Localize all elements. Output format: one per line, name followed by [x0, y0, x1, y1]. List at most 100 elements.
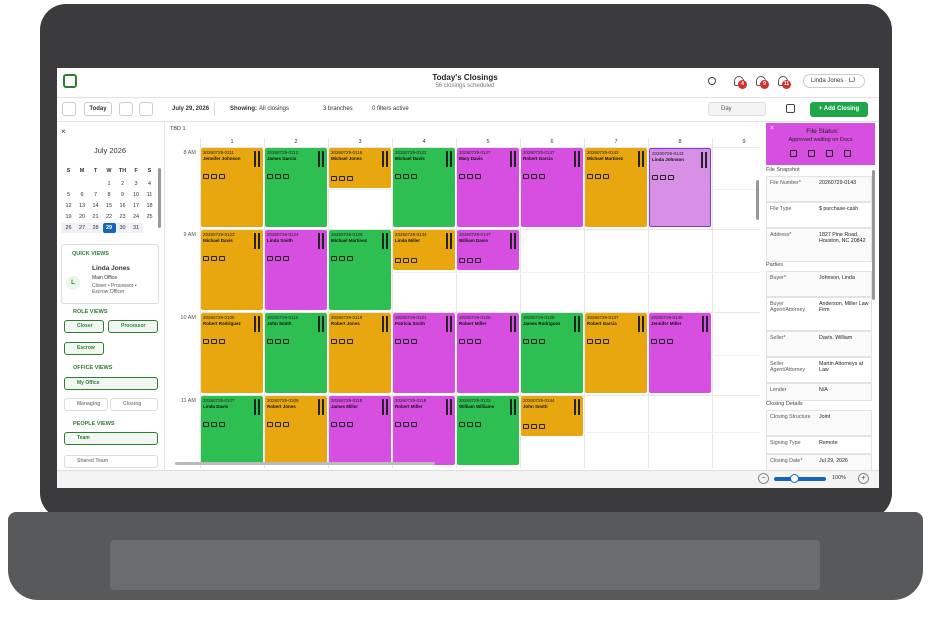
status-icon[interactable] [826, 150, 833, 157]
status-icon[interactable] [808, 150, 815, 157]
branches[interactable]: 3 branches [323, 106, 353, 112]
calendar-day[interactable]: 31 [129, 223, 143, 233]
tbd-chip[interactable]: TBD 1 [170, 126, 186, 132]
status-icon[interactable] [844, 150, 851, 157]
search-icon[interactable] [708, 77, 716, 85]
closing-card[interactable]: 20260729-0133 William Williams [457, 396, 519, 465]
refresh-button[interactable] [62, 102, 76, 116]
closing-card[interactable]: 20260729-0126 Robert Miller [457, 313, 519, 393]
calendar-day[interactable]: 30 [116, 223, 129, 233]
view-button[interactable]: Escrow [64, 342, 104, 355]
calendar-day[interactable]: 29 [102, 223, 116, 233]
zoom-in[interactable]: + [858, 473, 869, 484]
calendar-day[interactable]: 11 [146, 192, 153, 198]
calendar-day[interactable]: 6 [80, 192, 84, 198]
closing-card[interactable]: 20260729-0127 Mary Davis [457, 148, 519, 227]
closing-card[interactable]: 20260729-0105 Robert Rodriguez [201, 313, 263, 393]
closing-card[interactable]: 20260729-0112 James Garcia [265, 148, 327, 227]
closing-card[interactable]: 20260729-0143 Linda Johnson [649, 148, 711, 227]
logo[interactable] [63, 74, 77, 88]
status-icon[interactable] [790, 150, 797, 157]
closing-card[interactable]: 20260729-0137 Robert Garcia [585, 313, 647, 393]
next-button[interactable] [139, 102, 153, 116]
sidebar-close[interactable]: × [61, 127, 66, 136]
view-button[interactable]: My Office [64, 377, 158, 390]
calendar-day[interactable]: 7 [93, 192, 98, 198]
calendar-day[interactable]: 5 [66, 192, 71, 198]
closing-card[interactable]: 20260729-0109 Robert Jones [265, 396, 327, 465]
calendar-day[interactable]: 13 [78, 203, 86, 209]
view-button[interactable]: Closer [64, 320, 104, 333]
zoom-thumb[interactable] [790, 474, 799, 483]
calendar-day[interactable]: 4 [147, 181, 152, 187]
profile-office: Main Office [92, 275, 118, 281]
calendar-day[interactable]: 19 [65, 214, 72, 220]
calendar-day[interactable]: 2 [120, 181, 125, 187]
closing-card[interactable]: 20260729-0124 Linda Smith [265, 230, 327, 310]
month-prev[interactable] [68, 146, 76, 154]
closing-card[interactable]: 20260729-0121 Patricia Smith [393, 313, 455, 393]
closing-card[interactable]: 20260729-0118 James Miller [329, 396, 391, 465]
card-icon [347, 256, 353, 261]
closing-card[interactable]: 20260729-0142 Michael Martinez [585, 148, 647, 227]
calendar-day[interactable]: 15 [105, 203, 113, 209]
view-button[interactable]: Managing [64, 398, 108, 411]
calendar-day[interactable]: 16 [119, 203, 126, 209]
calendar-day[interactable]: 20 [78, 214, 86, 220]
panel-close[interactable]: × [770, 125, 775, 132]
closing-card[interactable]: 20260729-0140 Jennifer Miller [649, 313, 711, 393]
calendar-day[interactable]: 12 [65, 203, 72, 209]
calendar-day[interactable]: 3 [134, 181, 138, 187]
add-button[interactable]: + Add Closing [810, 102, 868, 117]
card-icon [411, 339, 417, 344]
closing-card[interactable]: 20260729-0122 Michael Davis [393, 148, 455, 227]
calendar-day[interactable]: 18 [146, 203, 153, 209]
view-button[interactable]: Team [64, 432, 158, 445]
card-icon [446, 316, 452, 332]
calendar-day[interactable]: 28 [89, 223, 102, 233]
view-select[interactable]: Day [708, 102, 766, 116]
closing-card[interactable]: 20260729-0125 Michael Martinez [329, 230, 391, 310]
calendar-icon[interactable] [786, 104, 795, 113]
calendar-day[interactable]: 27 [75, 223, 89, 233]
closing-card[interactable]: 20260729-0119 Robert Miller [393, 396, 455, 465]
zoom-out[interactable]: − [758, 473, 769, 484]
calendar-day[interactable]: 25 [146, 214, 153, 220]
calendar-day[interactable]: 1 [107, 181, 111, 187]
closing-card[interactable]: 20260729-0118 Robert Jones [329, 313, 391, 393]
view-button[interactable]: Processor [108, 320, 158, 333]
card-icon [523, 174, 529, 179]
calendar-day[interactable]: 8 [107, 192, 111, 198]
calendar-day[interactable]: 22 [105, 214, 113, 220]
today-button[interactable]: Today [84, 102, 112, 116]
section-title: QUICK VIEWS [72, 251, 109, 257]
filters[interactable]: 0 filters active [372, 106, 409, 112]
prev-button[interactable] [119, 102, 133, 116]
showing-value[interactable]: All closings [259, 106, 290, 112]
date-picker[interactable]: July 29, 2026 [163, 102, 215, 116]
closing-card[interactable]: 20260729-0116 Michael Jones [329, 148, 391, 188]
calendar-day[interactable]: 10 [132, 192, 140, 198]
closing-card[interactable]: 20260729-0107 Linda Davis [201, 396, 263, 465]
user-menu[interactable]: Linda Jones · LJ [803, 74, 865, 88]
view-button[interactable]: Closing [110, 398, 158, 411]
calendar-day[interactable]: 24 [132, 214, 140, 220]
closing-card[interactable]: 20260729-0111 Jennifer Johnson [201, 148, 263, 227]
calendar-day[interactable]: 14 [92, 203, 99, 209]
calendar-day[interactable]: 21 [92, 214, 99, 220]
closing-card[interactable]: 20260729-0147 William Davis [457, 230, 519, 270]
card-icon [446, 233, 452, 249]
closing-card[interactable]: 20260729-0137 Robert Garcia [521, 148, 583, 227]
calendar-day[interactable]: 17 [132, 203, 140, 209]
day-label: 2 [294, 139, 298, 145]
view-button[interactable]: Shared Team [64, 455, 158, 468]
calendar-day[interactable]: 9 [120, 192, 125, 198]
closing-card[interactable]: 20260729-0110 John Smith [265, 313, 327, 393]
closing-card[interactable]: 20260729-0144 John Smith [521, 396, 583, 436]
calendar-day[interactable]: 26 [62, 223, 75, 233]
zoom-track[interactable] [774, 477, 826, 481]
closing-card[interactable]: 20260729-0123 Michael Davis [201, 230, 263, 310]
closing-card[interactable]: 20260729-0134 Linda Miller [393, 230, 455, 270]
closing-card[interactable]: 20260729-0128 James Rodriguez [521, 313, 583, 393]
calendar-day[interactable]: 23 [119, 214, 126, 220]
